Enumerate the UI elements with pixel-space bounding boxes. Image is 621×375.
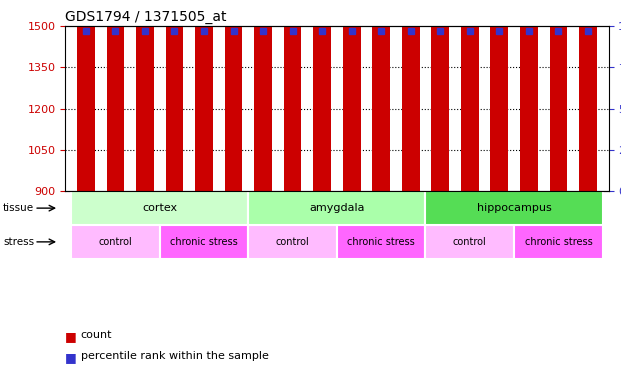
Bar: [248, 191, 425, 225]
Bar: [254, 0, 272, 191]
Bar: [71, 225, 160, 259]
Text: control: control: [99, 237, 132, 247]
Bar: [432, 0, 449, 191]
Bar: [343, 0, 361, 191]
Bar: [373, 0, 390, 191]
Bar: [71, 191, 248, 225]
Bar: [579, 0, 597, 191]
Text: ■: ■: [65, 351, 81, 364]
Bar: [337, 225, 425, 259]
Text: hippocampus: hippocampus: [477, 203, 551, 213]
Text: chronic stress: chronic stress: [170, 237, 238, 247]
Bar: [284, 0, 301, 191]
Text: cortex: cortex: [142, 203, 177, 213]
Bar: [225, 0, 242, 191]
Bar: [491, 0, 508, 191]
Text: GDS1794 / 1371505_at: GDS1794 / 1371505_at: [65, 10, 227, 24]
Text: percentile rank within the sample: percentile rank within the sample: [81, 351, 269, 361]
Bar: [77, 0, 95, 191]
Bar: [160, 225, 248, 259]
Bar: [425, 191, 602, 225]
Text: ■: ■: [65, 330, 81, 343]
Text: count: count: [81, 330, 112, 340]
Text: control: control: [453, 237, 487, 247]
Text: stress: stress: [3, 237, 34, 247]
Bar: [166, 0, 183, 191]
Bar: [550, 0, 567, 191]
Bar: [520, 0, 538, 191]
Text: amygdala: amygdala: [309, 203, 365, 213]
Bar: [514, 225, 602, 259]
Bar: [461, 0, 479, 191]
Bar: [402, 0, 420, 191]
Text: control: control: [276, 237, 309, 247]
Bar: [107, 0, 124, 191]
Text: chronic stress: chronic stress: [347, 237, 415, 247]
Bar: [313, 0, 331, 191]
Bar: [136, 0, 154, 191]
Text: tissue: tissue: [3, 203, 34, 213]
Bar: [195, 0, 213, 191]
Bar: [248, 225, 337, 259]
Bar: [425, 225, 514, 259]
Text: chronic stress: chronic stress: [525, 237, 592, 247]
